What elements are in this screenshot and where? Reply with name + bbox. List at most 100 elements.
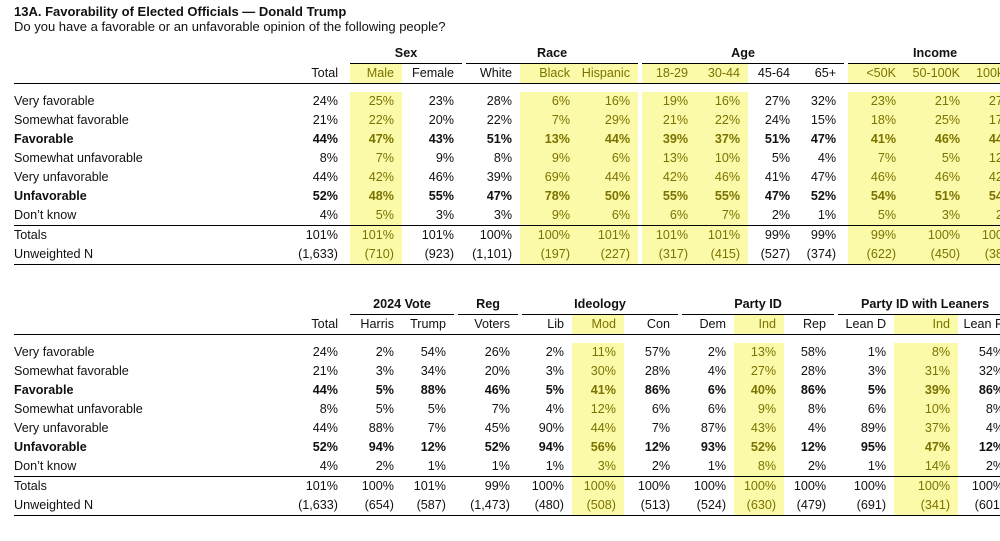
table-cell: 100%	[904, 225, 969, 245]
table-cell: 44%	[312, 383, 338, 397]
table-cell: 25%	[350, 92, 402, 111]
table-cell: 99%	[810, 228, 837, 242]
table-cell: 42%	[350, 168, 402, 187]
table-cell: 17%	[968, 111, 1000, 130]
table-cell: 22%	[350, 111, 402, 130]
crosstab-table-1: Sex Race Age Income Total Male Female White…	[14, 44, 1000, 265]
table-cell: 5%	[350, 206, 402, 226]
group-header-2024-vote: 2024 Vote	[350, 295, 454, 315]
question-text: Do you have a favorable or an unfavorabl…	[14, 19, 446, 34]
table-row: Very unfavorable 44% 88% 7% 45% 90% 44% 7% 87% 43…	[14, 419, 1000, 438]
table-cell: 44%	[578, 130, 639, 149]
table-cell: 23%	[428, 94, 455, 108]
table-cell: 40%	[734, 381, 785, 400]
table-cell: 2%	[784, 457, 835, 477]
table-cell: 100%	[894, 476, 959, 496]
table-cell: 101%	[642, 225, 697, 245]
table-cell: 6%	[867, 402, 887, 416]
table-cell: 88%	[420, 383, 446, 397]
row-label: Somewhat favorable	[14, 364, 129, 378]
table-cell: 12%	[978, 440, 1000, 454]
table-cell: 39%	[894, 381, 959, 400]
table-cell: 21%	[312, 113, 338, 127]
table-cell: 99%	[484, 479, 510, 493]
table-cell: 6%	[707, 402, 727, 416]
table-cell: 99%	[848, 225, 905, 245]
column-header: Ind	[734, 314, 785, 335]
table-cell: 2%	[707, 345, 727, 359]
table-cell: 3%	[572, 457, 624, 477]
table-cell: (654)	[350, 496, 402, 516]
column-header: Lean D	[838, 314, 895, 335]
table-cell: 46%	[904, 168, 969, 187]
table-cell: 44%	[572, 419, 624, 438]
table-cell: 57%	[644, 345, 671, 359]
column-header: 30-44	[696, 63, 749, 84]
column-gap	[834, 496, 839, 516]
table-cell: 5%	[848, 206, 905, 226]
table-cell: 54%	[968, 187, 1000, 206]
table-cell: 101%	[578, 225, 639, 245]
column-header: Black	[520, 63, 579, 84]
table-cell: 94%	[538, 440, 564, 454]
group-header-age: Age	[642, 44, 845, 64]
table-cell: (1,473)	[458, 496, 518, 516]
column-gap	[518, 314, 522, 335]
row-label: Totals	[14, 228, 47, 242]
row-label: Somewhat unfavorable	[14, 402, 143, 416]
table-cell: 56%	[572, 438, 624, 457]
column-gap	[834, 457, 839, 477]
table-cell: 25%	[904, 111, 969, 130]
table-cell: 101%	[305, 228, 338, 242]
table-cell: 2%	[545, 345, 564, 359]
table-cell: 39%	[642, 130, 697, 149]
column-gap	[346, 206, 350, 226]
table-cell: 48%	[350, 187, 402, 206]
table-cell: 100%	[572, 476, 624, 496]
table-cell: 44%	[312, 421, 338, 435]
table-cell: 23%	[848, 92, 905, 111]
table-cell: 20%	[484, 364, 510, 378]
table-cell: 7%	[848, 149, 905, 168]
table-cell: 28%	[644, 364, 671, 378]
table-cell: 86%	[644, 383, 671, 397]
header-row: Total Harris Trump Voters Lib Mod Con Dem Ind Rep…	[14, 314, 1000, 335]
column-header: 100k +	[968, 63, 1000, 84]
table-cell: 30%	[572, 362, 624, 381]
table-cell: 10%	[894, 400, 959, 419]
table-cell: 42%	[642, 168, 697, 187]
column-header: Male	[350, 63, 402, 84]
table-cell: (513)	[624, 496, 679, 516]
column-gap	[346, 245, 350, 265]
table-cell: 51%	[764, 132, 791, 146]
table-cell: 28%	[486, 94, 513, 108]
table-cell: (630)	[734, 496, 785, 516]
table-cell: 58%	[800, 345, 827, 359]
table-cell: 46%	[428, 170, 455, 184]
table-cell: 99%	[764, 228, 791, 242]
table-row: Somewhat unfavorable 8% 7% 9% 8% 9% 6% 13% 10% 5%…	[14, 149, 1000, 168]
group-header-reg: Reg	[458, 295, 518, 315]
table-cell: (1,633)	[284, 496, 346, 516]
table-cell: 8%	[894, 343, 959, 362]
table-cell: (527)	[748, 245, 799, 265]
table-cell: 4%	[985, 421, 1000, 435]
table-cell: 1%	[838, 457, 895, 477]
column-gap	[462, 245, 467, 265]
table-cell: (374)	[798, 245, 845, 265]
table-cell: 1%	[682, 457, 735, 477]
table-cell: 52%	[734, 438, 785, 457]
table-cell: 93%	[700, 440, 727, 454]
table-cell: 90%	[538, 421, 564, 435]
table-cell: 8%	[734, 457, 785, 477]
column-header: White	[466, 63, 521, 84]
column-header: Lean R	[958, 314, 1000, 335]
table-cell: 4%	[284, 457, 346, 477]
column-header: Voters	[458, 314, 518, 335]
table-cell: 5%	[375, 383, 394, 397]
table-cell: 100%	[520, 225, 579, 245]
table-cell: (1,633)	[284, 245, 346, 265]
column-gap	[678, 496, 683, 516]
table-cell: 3%	[904, 206, 969, 226]
